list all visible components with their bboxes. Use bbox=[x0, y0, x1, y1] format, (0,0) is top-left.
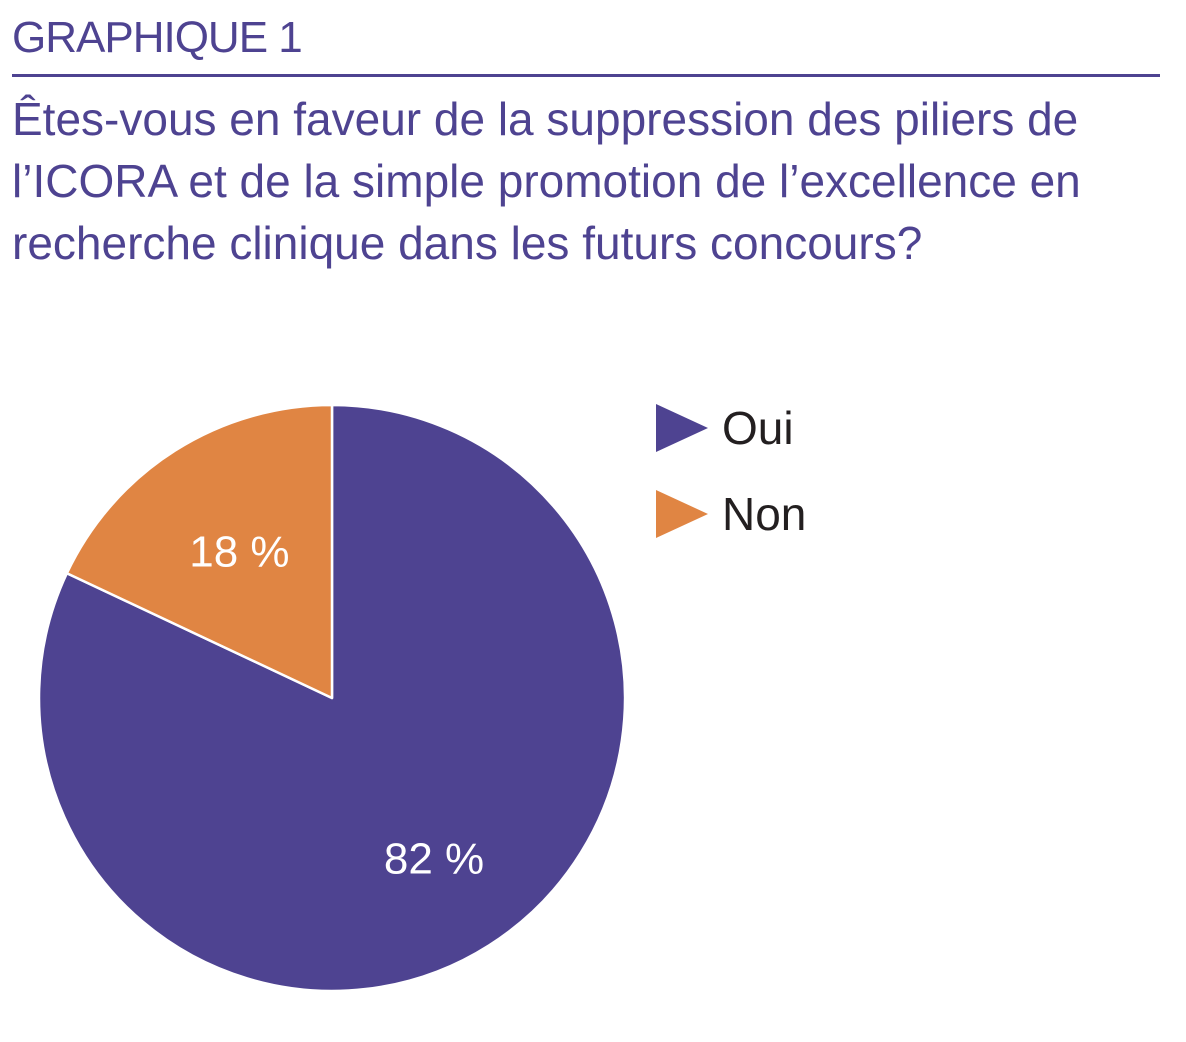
chart-legend: Oui Non bbox=[656, 402, 806, 540]
title-rule bbox=[12, 74, 1160, 77]
slice-value-label-oui: 82 % bbox=[384, 834, 484, 883]
pie-slice-non bbox=[65, 403, 334, 700]
legend-marker-non-icon bbox=[656, 490, 708, 538]
pie-slice-oui bbox=[37, 403, 627, 993]
chart-title: Êtes-vous en faveur de la suppression de… bbox=[12, 93, 1081, 269]
slice-value-label-non: 18 % bbox=[189, 528, 289, 577]
legend-label-non: Non bbox=[722, 488, 806, 540]
figure-label: GRAPHIQUE 1 bbox=[12, 13, 303, 62]
slice-labels: 82 % 18 % bbox=[189, 528, 484, 884]
pie-slices bbox=[37, 403, 627, 993]
legend-marker-oui-icon bbox=[656, 404, 708, 452]
legend-label-oui: Oui bbox=[722, 402, 794, 454]
